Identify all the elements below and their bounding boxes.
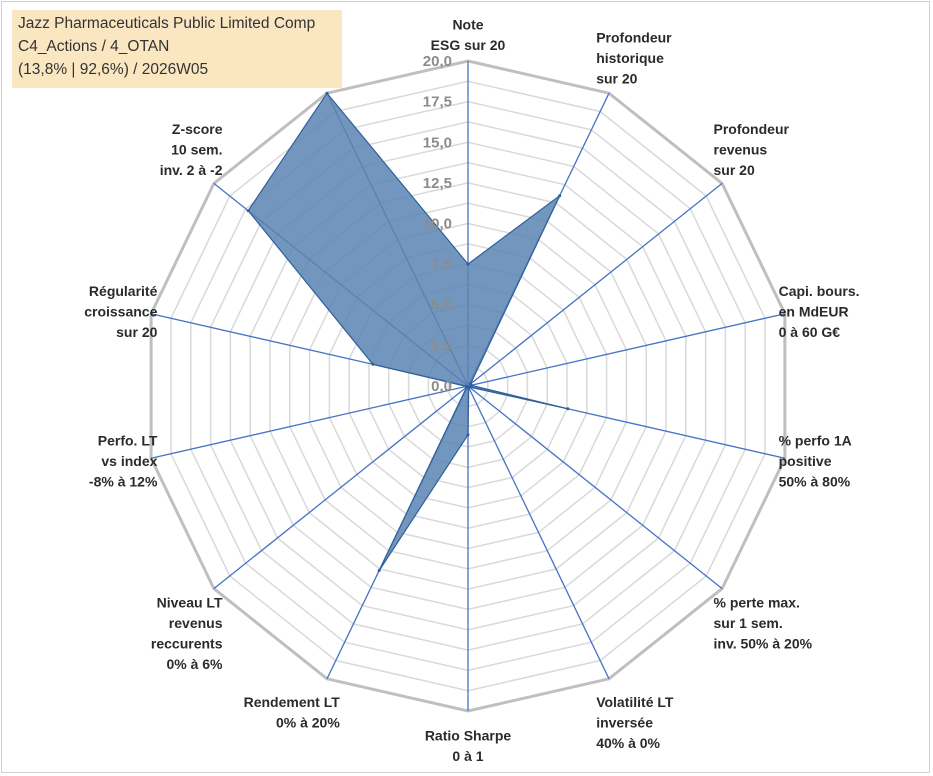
- tick-label: 2,5: [431, 337, 452, 354]
- axis-spoke: [213, 385, 469, 590]
- radial-axis-ticks: 0,0 2,5 5,0 7,5 10,0 12,5 15,0 17,5 20,0: [423, 53, 452, 395]
- axis-spoke: [467, 313, 786, 387]
- tick-label: 0,0: [431, 378, 452, 395]
- category-label: Profondeur: [596, 29, 672, 45]
- category-label: positive: [779, 453, 832, 469]
- category-label: reccurents: [151, 636, 223, 652]
- category-label: Régularité: [89, 283, 158, 299]
- radar-series: [246, 91, 570, 572]
- category-label: 0% à 6%: [166, 656, 223, 672]
- category-label: 10 sem.: [171, 141, 222, 157]
- category-label: 50% à 80%: [779, 474, 851, 490]
- category-label: Capi. bours.: [779, 283, 860, 299]
- category-label: 40% à 0%: [596, 735, 660, 751]
- category-labels: Note ESG sur 20 Profondeur historique sur 20…: [84, 17, 859, 765]
- category-label: historique: [596, 50, 664, 66]
- data-point: [466, 262, 470, 266]
- category-label: vs index: [101, 453, 157, 469]
- category-label: Volatilité LT: [596, 694, 674, 710]
- category-label: sur 20: [596, 70, 637, 86]
- tick-label: 10,0: [423, 216, 452, 233]
- category-label: -8% à 12%: [89, 474, 158, 490]
- category-label: inv. 2 à -2: [160, 162, 223, 178]
- tick-label: 7,5: [431, 256, 452, 273]
- data-point: [325, 91, 329, 95]
- category-label: ESG sur 20: [431, 37, 506, 53]
- category-label: inversée: [596, 715, 653, 731]
- tick-label: 15,0: [423, 134, 452, 151]
- category-label: % perte max.: [714, 595, 800, 611]
- data-point: [558, 194, 562, 198]
- category-label: inv. 50% à 20%: [714, 636, 813, 652]
- category-label: sur 20: [116, 324, 157, 340]
- category-label: Z-score: [172, 121, 223, 137]
- category-label: Niveau LT: [157, 595, 223, 611]
- category-label: % perfo 1A: [779, 433, 852, 449]
- chart-title-box: Jazz Pharmaceuticals Public Limited Comp…: [12, 10, 342, 88]
- category-label: sur 1 sem.: [714, 615, 783, 631]
- category-label: revenus: [714, 141, 768, 157]
- category-label: Note: [452, 17, 483, 33]
- category-label: sur 20: [714, 162, 755, 178]
- category-label: croissance: [84, 303, 157, 319]
- score-summary: (13,8% | 92,6%) / 2026W05: [18, 61, 209, 78]
- tick-label: 12,5: [423, 175, 452, 192]
- axis-spoke: [467, 182, 723, 387]
- category-label: Perfo. LT: [98, 433, 158, 449]
- tick-label: 5,0: [431, 297, 452, 314]
- category-label: 0% à 20%: [276, 715, 340, 731]
- category-label: Rendement LT: [244, 694, 341, 710]
- data-point: [464, 384, 468, 388]
- category-label: 0 à 60 G€: [779, 324, 841, 340]
- category-label: Ratio Sharpe: [425, 728, 512, 744]
- axis-spoke: [150, 385, 469, 459]
- data-point: [466, 433, 470, 437]
- category-label: revenus: [169, 615, 223, 631]
- category-label: Profondeur: [714, 121, 790, 137]
- data-point: [246, 209, 250, 213]
- category-label: 0 à 1: [452, 748, 483, 764]
- company-name: Jazz Pharmaceuticals Public Limited Comp: [18, 15, 316, 32]
- axis-spoke: [467, 385, 610, 680]
- category-label: en MdEUR: [779, 303, 849, 319]
- tick-label: 20,0: [423, 53, 452, 70]
- axis-spoke: [467, 385, 723, 590]
- data-point: [377, 569, 381, 572]
- tick-label: 17,5: [423, 94, 452, 111]
- data-point: [566, 407, 570, 411]
- data-point: [371, 362, 375, 366]
- portfolio-path: C4_Actions / 4_OTAN: [18, 38, 170, 55]
